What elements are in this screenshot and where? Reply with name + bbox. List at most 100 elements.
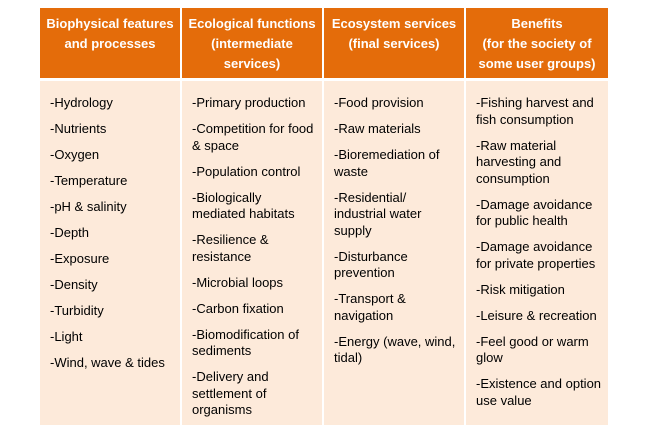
list-item-line: fish consumption [476,111,574,127]
list-item: -Carbon fixation [192,301,318,318]
header-line: some user groups) [478,56,596,71]
list-item-line: -Wind, wave & tides [50,355,165,370]
column-ecological-functions: -Primary production -Competition for food… [182,81,324,425]
list-item-line: -Damage avoidance [476,196,593,212]
list-item-line: -Raw material [476,137,557,153]
column-biophysical: -Hydrology -Nutrients -Oxygen -Temperature -… [40,81,182,425]
ecosystem-services-table: Biophysical features and processes Ecolo… [40,8,608,425]
list-item: -Nutrients [50,121,176,138]
list-item: -Depth [50,225,176,242]
header-line: Biophysical features [46,16,174,31]
header-benefits: Benefits (for the society of some user g… [466,8,608,78]
column-ecosystem-services: -Food provision -Raw materials -Bioremedia… [324,81,466,425]
list-item-line: -Bioremediation of [334,147,440,162]
list-item-line: -Microbial loops [192,274,284,290]
header-line: Ecosystem services [331,16,457,31]
list-item-line: consumption [476,170,550,186]
list-item-line: navigation [334,307,394,323]
list-item-line: -Population control [192,163,301,179]
list-item-line: prevention [334,265,395,280]
list-item: -Existence and option use value [476,376,604,409]
list-item-line: for private properties [476,255,596,271]
list-item: -Transport & navigation [334,291,460,324]
list-item-line: -Density [50,277,98,292]
list-item-line: -Transport & [334,291,406,306]
list-item-line: -Depth [50,225,90,240]
list-item-line: mediated habitats [192,206,295,221]
list-item: -Hydrology [50,95,176,112]
list-item-line: -Residential/ [334,189,407,205]
list-item: -Biomodification of sediments [192,327,318,360]
list-item: -Delivery and settlement of organisms [192,369,318,419]
list-item: -Population control [192,164,318,181]
list-item: -Disturbance prevention [334,249,460,282]
list-item-line: -Energy (wave, wind, [334,333,456,349]
list-item: -Microbial loops [192,275,318,292]
list-item-line: -Damage avoidance [476,239,593,254]
list-item-line: -Biomodification of [192,326,299,342]
list-item-line: -Carbon fixation [192,300,284,316]
column-benefits: -Fishing harvest and fish consumption -Raw… [466,81,608,425]
header-line: Ecological functions [188,16,316,31]
list-item-line: -Oxygen [50,147,100,162]
body-row: -Hydrology -Nutrients -Oxygen -Temperature -… [40,81,608,425]
list-item: -Leisure & recreation [476,308,604,325]
list-item-line: sediments [192,343,252,358]
list-item-line: tidal) [334,350,363,365]
list-item: -Resilience & resistance [192,232,318,265]
list-item-line: -Resilience & [192,232,269,247]
list-item: -Bioremediation of waste [334,147,460,180]
header-biophysical: Biophysical features and processes [40,8,182,78]
list-item-line: -Delivery and [192,369,269,384]
header-ecological-functions: Ecological functions (intermediate servi… [182,8,324,78]
list-item-line: -Feel good or warm [476,333,589,349]
list-item: -Oxygen [50,147,176,164]
list-item-line: glow [476,350,503,365]
list-item: -Raw materials [334,121,460,138]
list-item: -pH & salinity [50,199,176,216]
list-item-line: -Leisure & recreation [476,307,597,323]
list-item-line: organisms [192,402,252,417]
list-item: -Residential/industrial water supply [334,190,460,240]
list-item-line: -Biologically [192,189,262,205]
list-item-line: resistance [192,248,252,264]
header-line: (final services) [348,36,440,51]
list-item-line: use value [476,392,532,408]
list-item: -Damage avoidance for public health [476,197,604,230]
list-item-line: -Fishing harvest and [476,95,594,110]
header-line: (intermediate [211,36,293,51]
list-item: -Damage avoidance for private properties [476,239,604,272]
list-item-line: -pH & salinity [50,199,127,214]
list-item-line: -Hydrology [50,95,113,110]
list-item: -Exposure [50,251,176,268]
list-item-line: industrial water [334,206,422,221]
list-item-line: -Turbidity [50,303,104,318]
list-item-line: for public health [476,213,568,228]
list-item: -Raw material harvesting and consumption [476,138,604,188]
list-item-line: supply [334,222,372,238]
list-item: -Turbidity [50,303,176,320]
list-item: -Fishing harvest and fish consumption [476,95,604,128]
list-item-line: -Primary production [192,95,306,110]
header-line: and processes [64,36,156,51]
header-line: Benefits [511,16,563,31]
list-item-line: -Existence and option [476,376,602,391]
header-row: Biophysical features and processes Ecolo… [40,8,608,78]
list-item: -Competition for food & space [192,121,318,154]
list-item-line: -Exposure [50,251,110,266]
list-item: -Light [50,329,176,346]
list-item-line: -Risk mitigation [476,281,565,297]
list-item: -Energy (wave, wind, tidal) [334,334,460,367]
list-item-line: -Nutrients [50,121,107,136]
list-item-line: -Light [50,329,83,344]
list-item-line: harvesting and [476,154,562,169]
list-item-line: waste [334,163,368,179]
list-item-line: -Food provision [334,95,424,110]
list-item: -Risk mitigation [476,282,604,299]
header-line: services) [223,56,281,71]
list-item: -Biologically mediated habitats [192,190,318,223]
list-item: -Primary production [192,95,318,112]
list-item: -Temperature [50,173,176,190]
list-item-line: -Competition for food [192,121,314,136]
list-item-line: settlement of [192,385,267,401]
